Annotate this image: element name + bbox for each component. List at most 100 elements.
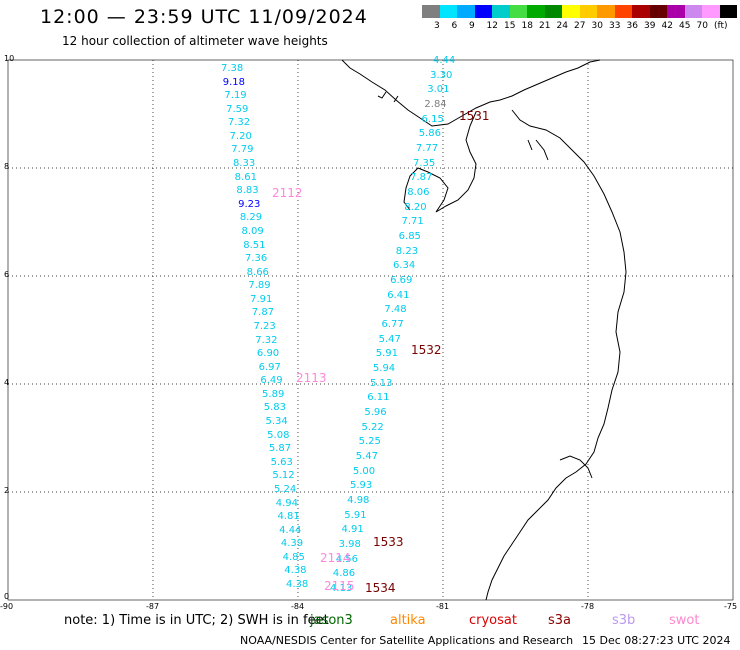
legend-altika: altika [390,613,426,628]
legend-cryosat: cryosat [469,613,517,628]
swh-value: 7.19 [224,90,247,102]
color-scale-label: 33 [609,21,621,31]
y-tick-label: 10 [4,54,15,63]
map-frame [7,59,734,601]
swh-value: 5.12 [272,470,295,482]
swh-value: 7.89 [248,280,271,292]
color-scale-label: 45 [679,21,691,31]
swh-value: 4.98 [347,495,370,506]
swh-value: 7.59 [226,103,249,115]
y-tick-label: 4 [4,378,10,387]
swh-value: 9.18 [222,76,245,88]
swh-value: 7.71 [401,216,424,228]
color-scale-swatch [614,5,632,18]
color-scale-swatch [579,5,597,18]
swh-value: 6.15 [421,113,444,125]
swh-value: 7.77 [415,143,439,154]
color-scale-label: 30 [591,21,603,31]
x-tick-label: -90 [0,602,14,611]
swh-value: 4.13 [330,583,353,594]
swh-value: 5.89 [262,388,285,400]
swh-value: 4.38 [286,579,309,590]
footer-note: note: 1) Time is in UTC; 2) SWH is in fe… [64,613,329,628]
page-title: 12:00 — 23:59 UTC 11/09/2024 [40,6,368,28]
color-scale-swatch [509,5,527,18]
swh-value: 4.91 [341,524,364,536]
swh-value: 5.00 [352,465,376,477]
color-scale-swatch [457,5,475,18]
swh-value: 5.25 [358,436,381,448]
legend-s3b: s3b [612,613,636,628]
swh-value: 8.51 [243,239,266,251]
y-tick-label: 6 [4,270,10,279]
color-scale-swatch [422,5,440,18]
color-scale-labels: 3 6 9 12 15 18 21 24 27 30 33 36 39 42 45 70 (ft) [422,21,740,33]
swh-value: 5.91 [375,348,399,360]
swh-value: 4.38 [284,565,307,577]
color-scale-swatch [667,5,685,18]
swh-value: 7.87 [410,172,433,184]
color-scale-label: 21 [539,21,551,31]
swh-value: 5.47 [355,451,379,462]
color-scale-swatch [474,5,492,18]
color-scale-label: 24 [556,21,568,31]
credit-line: NOAA/NESDIS Center for Satellite Applica… [240,634,574,647]
pass-label-1532: 1532 [411,343,442,357]
color-scale-swatch [439,5,457,18]
swh-value: 8.61 [234,171,257,183]
swh-value: 6.49 [260,375,283,387]
swh-value: 8.29 [239,212,263,224]
swh-value: 8.66 [246,266,269,278]
swh-value: 6.90 [256,348,280,360]
swh-value: 6.69 [390,275,413,286]
swh-value: 9.23 [238,198,261,210]
color-scale-swatch [684,5,702,18]
swh-value: 8.33 [232,158,256,170]
swh-value: 5.94 [372,363,396,374]
color-scale-label: 36 [626,21,638,31]
y-tick-label: 8 [4,162,10,171]
color-scale-swatch [544,5,562,18]
color-scale-label: 42 [661,21,673,31]
swh-value: 7.48 [384,304,407,316]
color-scale-label: 3 [434,21,440,31]
color-scale-swatch [632,5,650,18]
color-scale-label: 70 [696,21,708,31]
map-grid [8,60,733,600]
color-scale-swatch [702,5,720,18]
pass-label-2112: 2112 [272,186,303,200]
color-scale-label: 18 [521,21,533,31]
pass-label-2115: 2115 [324,579,355,593]
swh-value: 4.81 [277,511,300,523]
color-scale-label: 15 [504,21,516,31]
swh-value: 7.35 [412,157,436,169]
legend-s3a: s3a [548,613,572,628]
swh-value: 8.06 [407,187,430,198]
color-scale-label: 9 [469,21,475,31]
legend-jason3: jason3 [310,613,353,628]
color-scale-swatch [492,5,510,18]
swh-value: 3.01 [427,84,450,96]
color-scale-swatch [597,5,615,18]
swh-value: 7.38 [221,63,244,74]
swh-value: 4.56 [335,553,358,565]
color-scale [422,5,737,18]
swh-value: 8.83 [236,185,259,197]
color-scale-label: 12 [486,21,498,31]
coastline [341,59,627,601]
color-scale-label: 39 [644,21,656,31]
swh-value: 8.09 [241,225,264,237]
pass-label-1534: 1534 [365,581,396,595]
page-subtitle: 12 hour collection of altimeter wave hei… [62,34,328,48]
pass-label-2114: 2114 [320,551,351,565]
swh-value: 7.91 [250,293,273,305]
swh-value: 5.91 [344,509,367,521]
swh-value: 2.84 [424,99,447,110]
swh-value: 7.32 [255,334,278,346]
swh-value: 6.41 [387,289,410,301]
swh-value: 6.34 [392,260,416,272]
swh-value: 5.08 [267,429,290,441]
color-scale-label: 6 [451,21,458,31]
swh-value: 7.20 [229,130,252,142]
color-scale-label: 27 [574,21,586,31]
